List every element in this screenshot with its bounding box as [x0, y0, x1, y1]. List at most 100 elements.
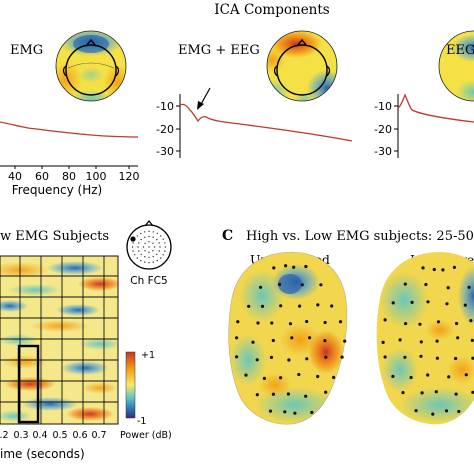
electrode-dot: [144, 250, 146, 252]
tick-label: 120: [119, 170, 140, 183]
label-eeg: EEG: [446, 43, 474, 58]
electrode-dot: [162, 238, 164, 240]
scalp-electrode: [340, 355, 344, 359]
tick-label: 0.4: [32, 430, 47, 441]
scalp-electrode: [401, 391, 405, 395]
electrode-label: Ch FC5: [130, 275, 167, 287]
scalp-electrode: [310, 410, 314, 414]
scalp-electrode: [381, 340, 385, 344]
scalp-electrode: [308, 336, 312, 340]
scalp-electrode: [305, 357, 309, 361]
scalp-electrode: [284, 264, 288, 268]
scalp-electrode: [432, 267, 436, 272]
scalp-electrode: [469, 319, 473, 323]
scalp-electrode: [268, 409, 273, 413]
scalp-electrode: [338, 320, 343, 324]
electrode-map: Ch FC5: [126, 220, 172, 287]
electrode-dot: [148, 256, 150, 259]
spectrum-line: [0, 121, 139, 138]
spectrum-line: [397, 93, 474, 123]
scalp-electrode: [421, 266, 425, 270]
scalp-electrode: [235, 336, 239, 340]
electrode-dot: [131, 246, 134, 248]
scalp-electrode: [271, 338, 275, 343]
scalp-electrode: [409, 375, 413, 380]
scalp-map-uncorrected: [228, 251, 348, 425]
scalp-electrode: [269, 355, 274, 359]
electrode-dot: [159, 246, 161, 248]
tick-label: -20: [156, 123, 174, 136]
tick-label: 40: [8, 170, 22, 183]
tick-label: 60: [35, 170, 49, 183]
electrode-fc5: [130, 236, 136, 242]
scalp-electrode: [343, 339, 347, 343]
tick-label: -30: [156, 145, 174, 158]
electrode-dot: [136, 235, 138, 237]
scalp-electrode: [323, 320, 327, 325]
scalp-electrode: [452, 265, 456, 269]
scalp-electrode: [404, 322, 408, 326]
scalp-electrode: [467, 285, 471, 289]
scalp-electrode: [300, 283, 304, 287]
head-outline: [276, 44, 328, 96]
electrode-dot: [144, 231, 146, 233]
scalp-electrode: [236, 320, 240, 324]
electrode-dot: [158, 242, 160, 244]
tick-label: .2: [0, 430, 9, 441]
scalp-electrode: [457, 409, 461, 414]
scalp-electrode: [464, 373, 468, 377]
scalp-electrode: [414, 409, 418, 413]
scalp-electrode: [293, 411, 297, 415]
electrode-dot: [148, 246, 150, 248]
electrode-dot: [148, 235, 150, 238]
electrode-dot: [144, 242, 146, 244]
spectrum-line: [179, 103, 353, 142]
scalp-electrode: [256, 321, 260, 325]
scalp-electrode: [418, 322, 422, 326]
scalp-electrode: [255, 358, 259, 362]
label-emg-eeg: EMG + EEG: [178, 43, 260, 58]
scalp-electrode: [324, 390, 328, 394]
scalp-map-ica-corrected: [376, 252, 474, 425]
electrode-dot: [164, 242, 166, 244]
scalp-electrode: [426, 373, 430, 377]
scalp-electrode: [410, 300, 414, 304]
scalp-electrode: [471, 356, 474, 360]
scalp-electrode: [455, 321, 459, 326]
colorbar-min: -1: [137, 416, 146, 427]
highlight-box: [17, 344, 40, 424]
scalp-electrode: [447, 375, 451, 379]
electrode-dot: [140, 232, 142, 235]
x-axis-label: ime (seconds): [0, 447, 85, 461]
electrode-dot: [140, 259, 142, 262]
electrode-dot: [152, 250, 154, 252]
scalp-electrode: [271, 392, 275, 396]
spectrum-emg: 40 60 80 100 120 Frequency (Hz): [0, 121, 140, 197]
panel-b-title: w EMG Subjects: [0, 229, 109, 244]
scalp-electrode: [304, 394, 308, 398]
scalp-electrode: [235, 355, 239, 359]
scalp-electrode: [259, 285, 263, 289]
tick-label: 0.5: [52, 430, 67, 441]
tick-label: 0.6: [72, 430, 87, 441]
arrow-head-icon: [197, 101, 204, 110]
scalp-electrode: [391, 301, 395, 305]
scalp-electrode: [286, 392, 290, 396]
scalp-electrode: [434, 390, 438, 394]
scalp-electrode: [279, 304, 283, 308]
electrode-dot: [134, 254, 136, 256]
electrode-dot: [132, 242, 134, 244]
ear-right-icon: [115, 65, 120, 77]
scalp-electrode: [244, 373, 248, 377]
electrode-dot: [160, 257, 162, 259]
colorbar: +1 -1 Power (dB): [120, 350, 172, 441]
panel-c-letter: C: [222, 228, 233, 244]
tick-label: -30: [374, 145, 392, 158]
electrode-dot: [140, 238, 142, 241]
scalp-electrode: [463, 303, 467, 307]
scalp-electrode: [424, 282, 428, 287]
tick-label: -10: [374, 100, 392, 113]
scalp-electrode: [292, 265, 296, 269]
tick-label: 0.3: [13, 430, 28, 441]
